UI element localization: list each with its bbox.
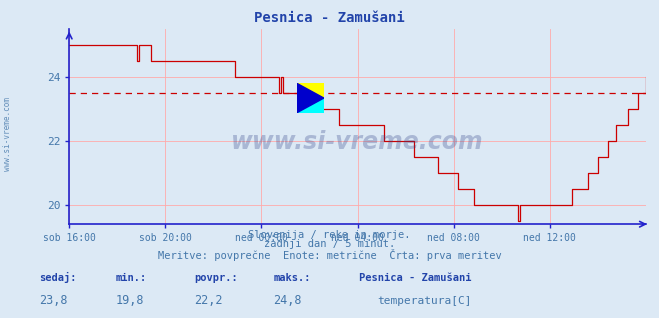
Text: www.si-vreme.com: www.si-vreme.com — [3, 97, 13, 170]
Text: temperatura[C]: temperatura[C] — [378, 296, 472, 306]
Text: www.si-vreme.com: www.si-vreme.com — [231, 130, 484, 154]
Text: 19,8: 19,8 — [115, 294, 144, 307]
Text: 22,2: 22,2 — [194, 294, 223, 307]
Text: Meritve: povprečne  Enote: metrične  Črta: prva meritev: Meritve: povprečne Enote: metrične Črta:… — [158, 249, 501, 261]
Text: Pesnica - Zamušani: Pesnica - Zamušani — [359, 273, 472, 283]
Text: zadnji dan / 5 minut.: zadnji dan / 5 minut. — [264, 239, 395, 249]
Polygon shape — [297, 83, 324, 113]
Text: min.:: min.: — [115, 273, 146, 283]
Polygon shape — [297, 98, 324, 113]
Text: Slovenija / reke in morje.: Slovenija / reke in morje. — [248, 230, 411, 239]
Text: maks.:: maks.: — [273, 273, 311, 283]
Text: 23,8: 23,8 — [40, 294, 68, 307]
Text: Pesnica - Zamušani: Pesnica - Zamušani — [254, 11, 405, 25]
Polygon shape — [297, 83, 324, 98]
Text: sedaj:: sedaj: — [40, 273, 77, 283]
Text: 24,8: 24,8 — [273, 294, 302, 307]
Text: povpr.:: povpr.: — [194, 273, 238, 283]
